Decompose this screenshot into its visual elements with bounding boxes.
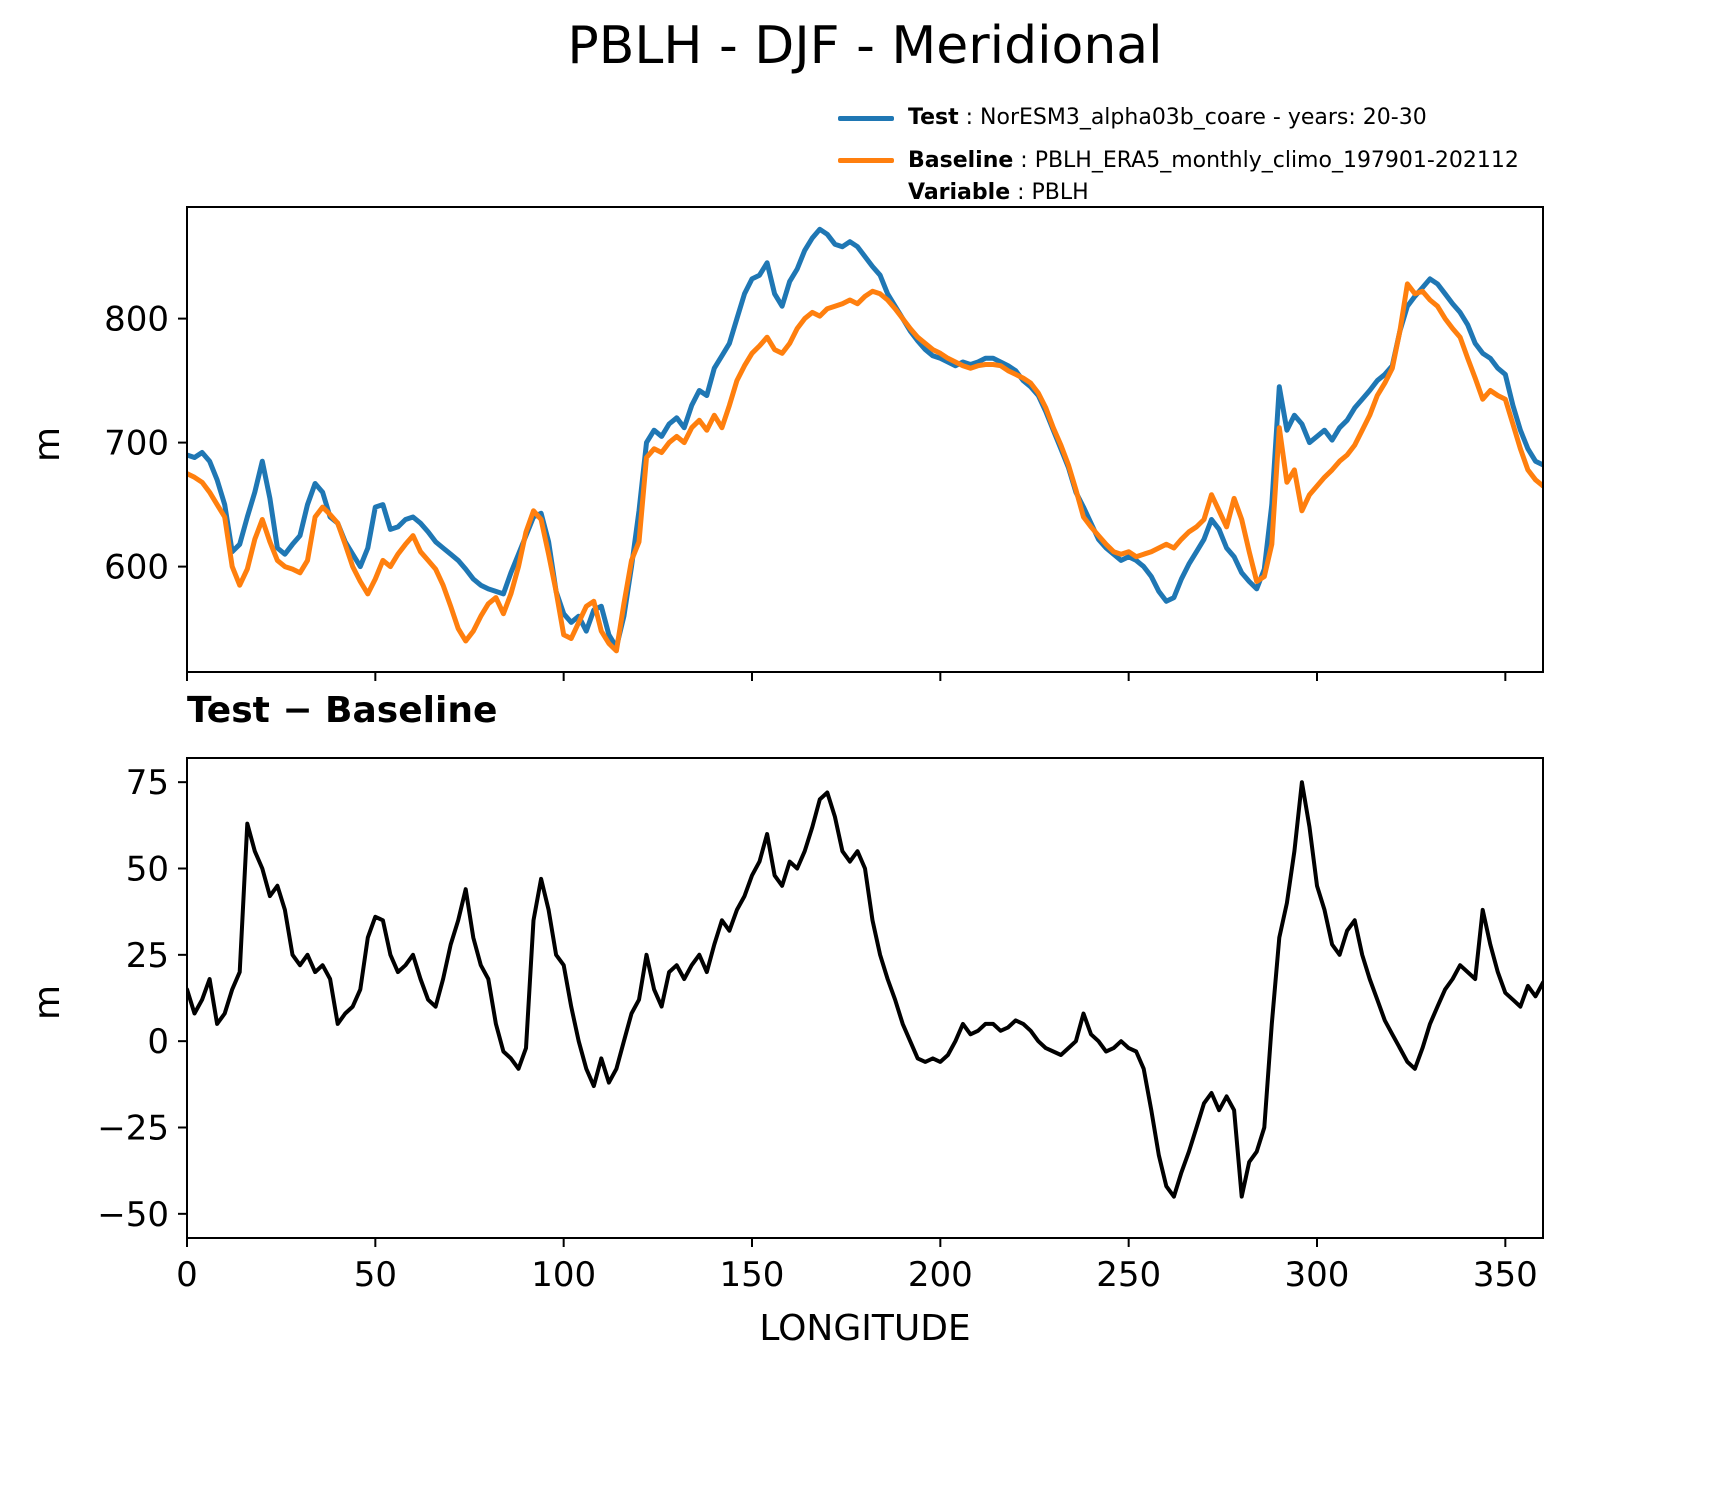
- svg-text:300: 300: [1285, 1255, 1350, 1295]
- svg-text:−50: −50: [97, 1195, 169, 1235]
- svg-text:−25: −25: [97, 1108, 169, 1148]
- legend-variable-name: Variable: [908, 180, 1011, 206]
- svg-text:200: 200: [908, 1255, 973, 1295]
- svg-text:800: 800: [104, 300, 169, 340]
- difference-panel-title: Test − Baseline: [187, 690, 498, 731]
- svg-text:0: 0: [147, 1022, 169, 1062]
- legend-label-baseline: Baseline : PBLH_ERA5_monthly_climo_19790…: [908, 147, 1519, 176]
- legend: Test : NorESM3_alpha03b_coare - years: 2…: [838, 104, 1519, 222]
- x-axis-label: LONGITUDE: [759, 1308, 971, 1349]
- svg-text:0: 0: [176, 1255, 198, 1295]
- svg-text:150: 150: [720, 1255, 785, 1295]
- y-axis-label-bottom: m: [27, 984, 69, 1021]
- svg-text:600: 600: [104, 548, 169, 588]
- legend-test-name: Test: [908, 105, 959, 130]
- svg-text:100: 100: [531, 1255, 596, 1295]
- svg-text:25: 25: [126, 936, 169, 976]
- y-axis-label-top: m: [27, 426, 69, 463]
- legend-variable-rest: : PBLH: [1010, 180, 1089, 206]
- svg-text:50: 50: [354, 1255, 397, 1295]
- svg-text:75: 75: [126, 763, 169, 803]
- legend-baseline-name: Baseline: [908, 147, 1014, 173]
- svg-text:350: 350: [1473, 1255, 1538, 1295]
- legend-label-test: Test : NorESM3_alpha03b_coare - years: 2…: [908, 104, 1427, 133]
- chart-title: PBLH - DJF - Meridional: [567, 16, 1163, 76]
- svg-text:700: 700: [104, 424, 169, 464]
- test-line-swatch-icon: [838, 115, 894, 121]
- baseline-line-swatch-icon: [838, 158, 894, 164]
- svg-text:50: 50: [126, 850, 169, 890]
- legend-row-baseline: Baseline : PBLH_ERA5_monthly_climo_19790…: [838, 147, 1519, 176]
- legend-row-variable: Variable : PBLH: [908, 179, 1519, 208]
- legend-baseline-rest: : PBLH_ERA5_monthly_climo_197901-202112: [1013, 147, 1519, 173]
- legend-label-variable: Variable : PBLH: [908, 179, 1089, 208]
- legend-test-rest: : NorESM3_alpha03b_coare - years: 20-30: [958, 105, 1427, 130]
- legend-row-test: Test : NorESM3_alpha03b_coare - years: 2…: [838, 104, 1519, 133]
- svg-text:250: 250: [1096, 1255, 1161, 1295]
